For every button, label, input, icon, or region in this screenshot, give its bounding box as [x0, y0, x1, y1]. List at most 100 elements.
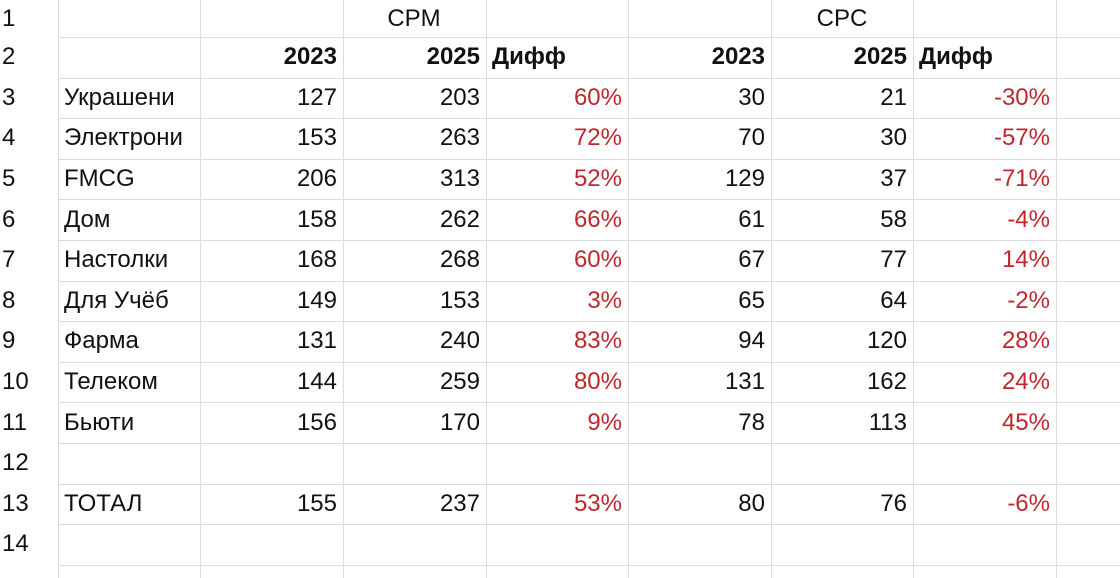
value-cell: 262: [439, 205, 480, 233]
value-cell: 61: [738, 205, 765, 233]
grid-line: [58, 402, 1120, 404]
diff-cell: 45%: [1001, 408, 1050, 436]
diff-cell: 80%: [573, 368, 622, 396]
grid-line: [58, 0, 59, 578]
row-label: Украшени: [64, 83, 175, 111]
row-number: 10: [2, 368, 29, 396]
diff-cell: -71%: [993, 165, 1050, 193]
diff-cell: 14%: [1001, 246, 1050, 274]
row-number: 9: [2, 327, 16, 355]
grid-line: [58, 118, 1120, 120]
grid-line: [58, 564, 1120, 566]
value-cell: 155: [296, 489, 337, 517]
row-label: Настолки: [64, 246, 169, 274]
value-cell: 30: [880, 124, 907, 152]
grid-line: [58, 240, 1120, 241]
diff-cell: -4%: [1007, 205, 1050, 233]
value-cell: 144: [296, 368, 337, 396]
grid-line: [58, 77, 1120, 79]
value-cell: 64: [880, 286, 907, 314]
value-cell: 149: [296, 286, 337, 314]
value-cell: 203: [439, 83, 480, 111]
value-cell: 80: [738, 489, 765, 517]
value-cell: 131: [724, 368, 765, 396]
diff-cell: 24%: [1001, 368, 1050, 396]
value-cell: 237: [439, 489, 480, 517]
value-cell: 67: [738, 246, 765, 274]
grid-line: [58, 524, 1120, 526]
row-number: 8: [2, 286, 16, 314]
grid-line: [58, 158, 1120, 160]
value-cell: 170: [439, 408, 480, 436]
column-header: 2025: [853, 43, 907, 71]
column-header: Дифф: [492, 43, 566, 71]
value-cell: 153: [296, 124, 337, 152]
diff-cell: 60%: [573, 83, 622, 111]
row-label: ТОТАЛ: [64, 489, 143, 517]
diff-cell: 72%: [573, 124, 622, 152]
grid-line: [58, 321, 1120, 323]
value-cell: 76: [880, 489, 907, 517]
row-number: 6: [2, 205, 16, 233]
diff-cell: -57%: [993, 124, 1050, 152]
diff-cell: 52%: [573, 165, 622, 193]
value-cell: 168: [296, 246, 337, 274]
value-cell: 65: [738, 286, 765, 314]
column-header: 2025: [426, 43, 480, 71]
row-label: Электрони: [64, 124, 183, 152]
grid-line: [58, 361, 1120, 363]
grid-line: [58, 443, 1120, 444]
value-cell: 77: [880, 246, 907, 274]
diff-cell: 66%: [573, 205, 622, 233]
value-cell: 78: [738, 408, 765, 436]
diff-cell: 83%: [573, 327, 622, 355]
value-cell: 158: [296, 205, 337, 233]
row-number: 5: [2, 165, 16, 193]
value-cell: 127: [296, 83, 337, 111]
row-number: 2: [2, 43, 16, 71]
row-label: Бьюти: [64, 408, 135, 436]
value-cell: 153: [439, 286, 480, 314]
grid-line: [1056, 0, 1057, 578]
diff-cell: -30%: [993, 83, 1050, 111]
row-number: 4: [2, 124, 16, 152]
grid-line: [58, 483, 1120, 485]
row-number: 13: [2, 489, 29, 517]
value-cell: 131: [296, 327, 337, 355]
row-number: 14: [2, 530, 29, 558]
value-cell: 156: [296, 408, 337, 436]
row-label: Для Учёб: [64, 286, 169, 314]
value-cell: 240: [439, 327, 480, 355]
group-header: CPM: [387, 4, 441, 32]
diff-cell: 53%: [573, 489, 622, 517]
value-cell: 263: [439, 124, 480, 152]
diff-cell: 3%: [587, 286, 622, 314]
grid-line: [771, 0, 772, 578]
group-header: CPC: [816, 4, 868, 32]
diff-cell: -6%: [1007, 489, 1050, 517]
row-label: FMCG: [64, 165, 135, 193]
value-cell: 70: [738, 124, 765, 152]
grid-line: [913, 0, 914, 578]
row-label: Телеком: [64, 368, 158, 396]
grid-line: [58, 199, 1120, 201]
row-number: 1: [2, 4, 16, 32]
grid-line: [58, 280, 1120, 282]
diff-cell: 28%: [1001, 327, 1050, 355]
row-number: 3: [2, 83, 16, 111]
value-cell: 113: [868, 408, 907, 436]
value-cell: 94: [738, 327, 765, 355]
diff-cell: 60%: [573, 246, 622, 274]
diff-cell: -2%: [1007, 286, 1050, 314]
value-cell: 58: [880, 205, 907, 233]
column-header: 2023: [283, 43, 337, 71]
row-number: 12: [2, 449, 29, 477]
value-cell: 37: [880, 165, 907, 193]
column-header: Дифф: [919, 43, 993, 71]
diff-cell: 9%: [587, 408, 622, 436]
value-cell: 268: [439, 246, 480, 274]
value-cell: 129: [724, 165, 765, 193]
grid-line: [628, 0, 629, 578]
row-number: 7: [2, 246, 16, 274]
value-cell: 162: [866, 368, 907, 396]
